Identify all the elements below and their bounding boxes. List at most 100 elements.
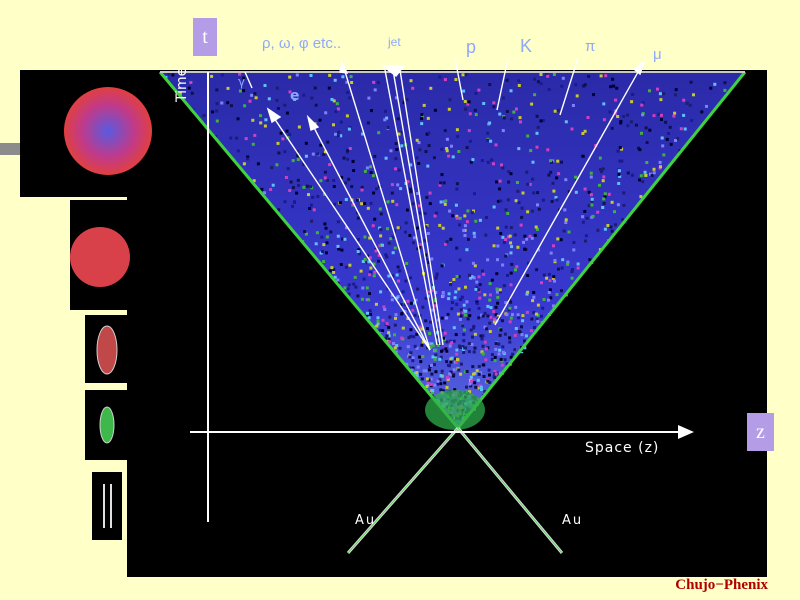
cone-speck bbox=[631, 93, 635, 96]
cone-speck bbox=[443, 331, 447, 335]
cone-speck bbox=[455, 216, 459, 220]
cone-speck bbox=[473, 235, 477, 239]
cone-speck bbox=[668, 125, 672, 129]
cone-speck bbox=[616, 203, 620, 207]
cone-speck bbox=[303, 230, 307, 233]
cone-speck bbox=[446, 377, 450, 381]
cone-speck bbox=[390, 293, 394, 297]
cone-speck bbox=[382, 305, 386, 309]
cone-speck bbox=[530, 102, 534, 106]
cone-speck bbox=[350, 81, 354, 84]
au-worldline-right-glow bbox=[457, 427, 563, 554]
cone-speck bbox=[676, 137, 680, 141]
cone-speck bbox=[525, 310, 529, 314]
cone-speck bbox=[652, 171, 656, 175]
cone-speck bbox=[723, 81, 727, 85]
cone-speck bbox=[501, 263, 505, 267]
cone-speck bbox=[409, 301, 413, 305]
cone-speck bbox=[432, 156, 436, 160]
cone-speck bbox=[475, 286, 479, 290]
cone-speck bbox=[445, 149, 449, 153]
cone-speck bbox=[323, 170, 327, 174]
cone-speck bbox=[494, 305, 498, 309]
cone-speck bbox=[381, 329, 385, 333]
cone-speck bbox=[465, 300, 469, 304]
cone-speck bbox=[407, 336, 411, 340]
cone-speck bbox=[486, 304, 490, 308]
cone-speck bbox=[229, 136, 233, 140]
cone-speck bbox=[504, 301, 508, 305]
cone-speck bbox=[452, 278, 456, 281]
cone-speck bbox=[412, 301, 416, 305]
cone-speck bbox=[394, 167, 397, 171]
cone-speck bbox=[475, 369, 479, 373]
cone-speck bbox=[395, 344, 399, 348]
cone-speck bbox=[385, 322, 389, 326]
cone-speck bbox=[316, 152, 320, 156]
cone-speck bbox=[537, 207, 541, 211]
cone-speck bbox=[405, 362, 409, 366]
cone-speck bbox=[362, 277, 366, 281]
cone-speck bbox=[434, 276, 438, 280]
cone-speck bbox=[368, 236, 372, 240]
cone-speck bbox=[465, 220, 469, 224]
cone-speck bbox=[415, 371, 419, 375]
cone-speck bbox=[709, 86, 713, 90]
cone-speck bbox=[590, 199, 594, 203]
cone-speck bbox=[429, 363, 433, 367]
cone-speck bbox=[445, 349, 449, 353]
cone-speck bbox=[450, 341, 454, 345]
cone-speck bbox=[493, 370, 497, 373]
cone-speck bbox=[552, 275, 556, 279]
cone-speck bbox=[459, 308, 463, 312]
cone-speck bbox=[226, 86, 230, 90]
cone-speck bbox=[244, 137, 248, 141]
cone-speck bbox=[477, 306, 481, 310]
cone-speck bbox=[535, 268, 539, 272]
cone-speck bbox=[420, 122, 424, 126]
cone-speck bbox=[363, 202, 367, 206]
cone-speck bbox=[496, 301, 500, 305]
cone-speck bbox=[471, 365, 475, 369]
cone-speck bbox=[529, 329, 533, 333]
cone-speck bbox=[428, 290, 432, 294]
cone-speck bbox=[493, 317, 496, 321]
cone-speck bbox=[656, 87, 659, 91]
cone-speck bbox=[271, 183, 275, 187]
cone-speck bbox=[393, 333, 396, 337]
cone-speck bbox=[490, 158, 494, 162]
cone-speck bbox=[451, 155, 455, 159]
cone-speck bbox=[291, 159, 295, 163]
space-axis-arrowhead bbox=[678, 425, 694, 439]
cone-speck bbox=[345, 114, 349, 118]
cone-speck bbox=[248, 99, 252, 103]
cone-speck bbox=[447, 154, 451, 158]
cone-speck bbox=[483, 390, 487, 394]
cone-speck bbox=[480, 350, 484, 354]
cone-speck bbox=[430, 342, 434, 346]
cone-speck bbox=[302, 185, 306, 189]
cone-speck bbox=[477, 386, 481, 390]
cone-speck bbox=[601, 167, 605, 171]
cone-speck bbox=[462, 89, 466, 93]
cone-speck bbox=[466, 317, 470, 321]
cone-speck bbox=[531, 177, 535, 181]
cone-speck bbox=[372, 191, 376, 195]
cone-speck bbox=[440, 328, 444, 332]
cone-speck bbox=[535, 317, 539, 321]
cone-speck bbox=[344, 181, 348, 185]
cone-speck bbox=[641, 113, 645, 117]
early-plasma-shape bbox=[96, 325, 118, 375]
cone-speck bbox=[501, 350, 505, 354]
cone-speck bbox=[283, 103, 287, 107]
cone-speck bbox=[488, 83, 492, 86]
cone-speck bbox=[473, 264, 477, 268]
cone-speck bbox=[510, 262, 514, 266]
cone-speck bbox=[465, 248, 469, 252]
cone-speck bbox=[434, 291, 438, 294]
cone-speck bbox=[472, 350, 476, 354]
cone-speck bbox=[320, 235, 324, 239]
cone-speck bbox=[622, 203, 626, 207]
cone-speck bbox=[508, 306, 512, 310]
light-cone bbox=[160, 72, 745, 428]
